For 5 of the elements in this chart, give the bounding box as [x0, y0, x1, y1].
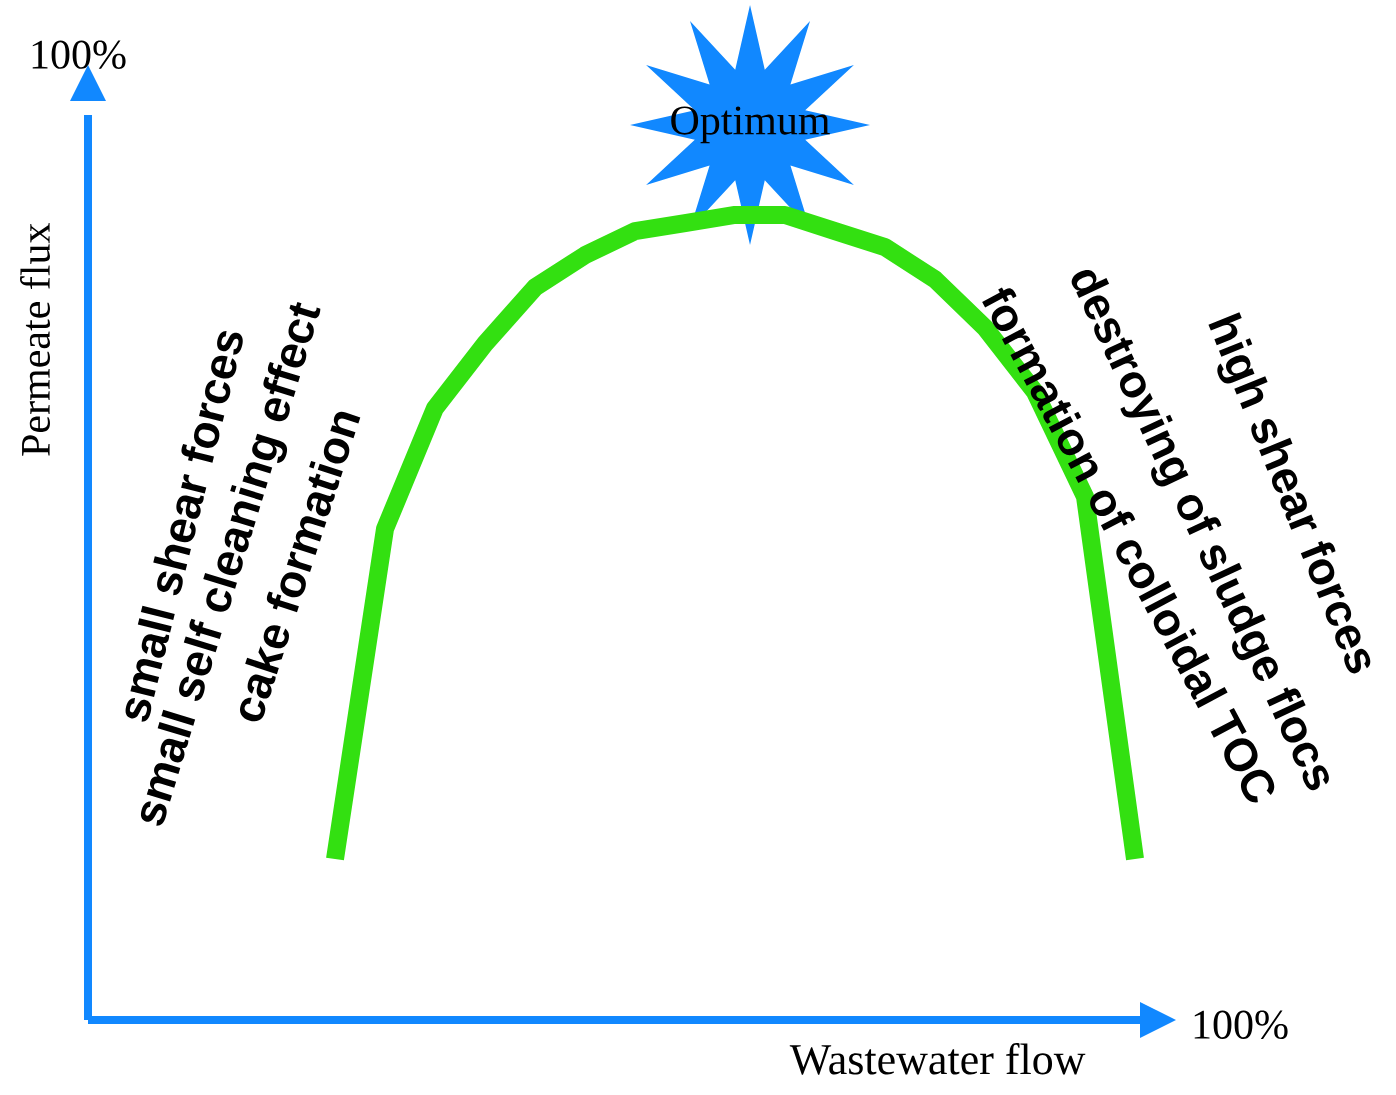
text: Permeate flux — [20, 223, 50, 456]
text: 100% — [32, 40, 126, 70]
x-axis-title: Wastewater flow — [789, 1043, 1086, 1075]
text: Optimum — [671, 106, 830, 144]
text: 100% — [1194, 1010, 1288, 1040]
